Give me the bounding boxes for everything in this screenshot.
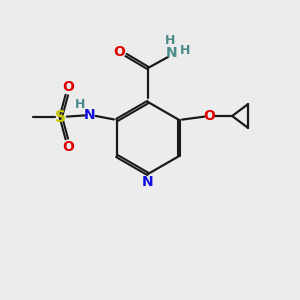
Text: N: N — [166, 46, 178, 60]
Text: O: O — [113, 45, 125, 59]
Text: O: O — [203, 109, 215, 123]
Text: O: O — [62, 80, 74, 94]
Text: S: S — [55, 110, 66, 124]
Text: H: H — [180, 44, 190, 56]
Text: O: O — [62, 140, 74, 154]
Text: N: N — [142, 175, 154, 189]
Text: H: H — [75, 98, 85, 112]
Text: H: H — [165, 34, 175, 47]
Text: N: N — [84, 108, 96, 122]
